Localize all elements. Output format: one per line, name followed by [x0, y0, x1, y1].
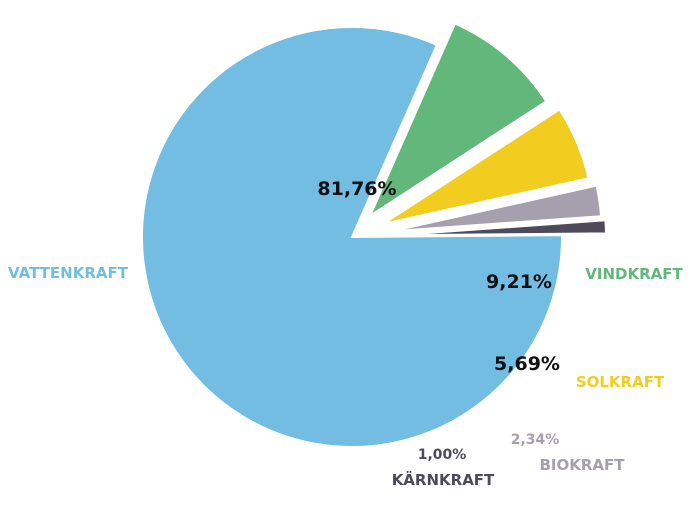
pie-slice-vattenkraft [141, 26, 563, 448]
category-label-vattenkraft: VATTENKRAFT [8, 264, 129, 282]
value-label-kärnkraft: 1,00% [418, 447, 467, 463]
category-label-vindkraft: VINDKRAFT [585, 265, 683, 283]
value-label-vattenkraft: 81,76% [317, 178, 396, 200]
value-label-solkraft: 5,69% [494, 353, 560, 375]
pie-slice-vindkraft [367, 22, 548, 219]
pie-slice-biokraft [391, 184, 603, 233]
category-label-biokraft: BIOKRAFT [539, 456, 625, 474]
pie-labels: 81,76% VATTENKRAFT 9,21% VINDKRAFT 5,69% SOLK… [8, 178, 683, 489]
value-label-biokraft: 2,34% [511, 432, 560, 448]
value-label-vindkraft: 9,21% [486, 271, 552, 293]
category-label-solkraft: SOLKRAFT [576, 373, 665, 391]
pie-slice-solkraft [382, 108, 590, 225]
category-label-kärnkraft: KÄRNKRAFT [392, 470, 495, 489]
pie-slice-kärnkraft [395, 219, 607, 237]
pie-slices [141, 22, 607, 448]
